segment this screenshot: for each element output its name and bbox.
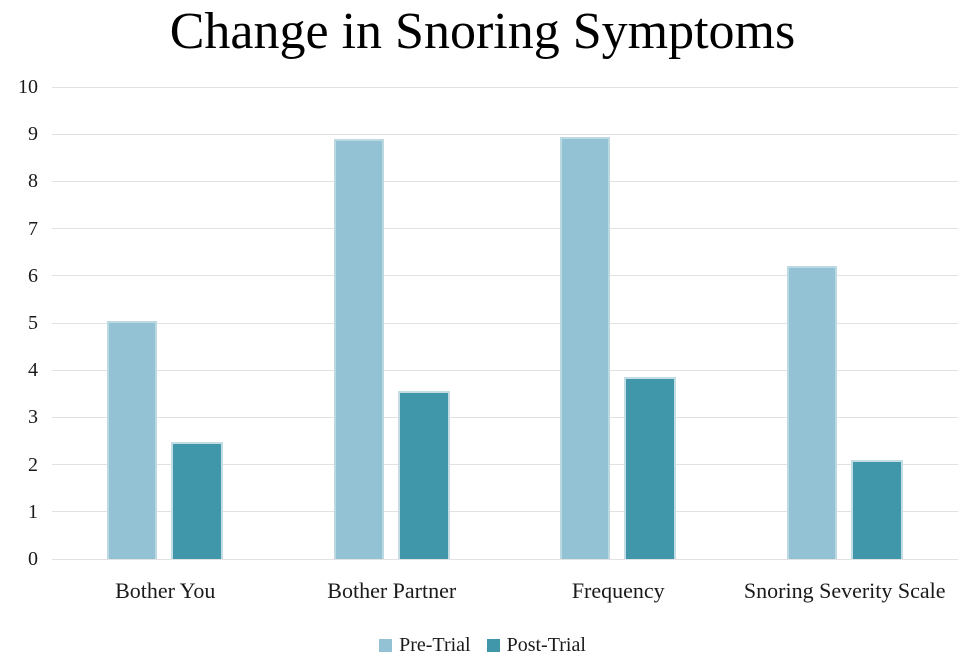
x-axis-category-label: Bother Partner	[327, 578, 457, 603]
legend-swatch-pre-trial	[379, 638, 393, 652]
chart-title: Change in Snoring Symptoms	[169, 3, 796, 60]
bar-post-trial	[397, 391, 450, 559]
gridline	[52, 86, 958, 88]
gridline	[52, 322, 958, 324]
y-axis-tick-label: 2	[28, 453, 38, 476]
legend-swatch-post-trial	[486, 638, 500, 652]
bar-group	[52, 87, 279, 559]
y-axis-tick-label: 0	[28, 548, 38, 570]
bar-pre-trial	[560, 136, 611, 559]
y-axis-tick-label: 4	[28, 359, 38, 382]
legend: Pre-Trial Post-Trial	[0, 634, 965, 656]
bar-pre-trial	[107, 320, 158, 559]
y-axis-tick-label: 3	[28, 406, 38, 429]
y-axis-tick-label: 9	[28, 123, 38, 146]
y-axis-tick-label: 6	[28, 264, 38, 287]
legend-label: Post-Trial	[506, 634, 586, 656]
y-axis: 0 1 2 3 4 5 6 7 8 9 10	[0, 77, 38, 569]
bar-group	[505, 87, 732, 559]
bar-pre-trial	[333, 138, 384, 559]
bar-post-trial	[171, 441, 224, 559]
bar-groups	[52, 87, 958, 559]
gridline	[52, 133, 958, 135]
x-axis-category-label: Bother You	[115, 578, 216, 603]
plot-area	[52, 86, 958, 560]
y-axis-tick-label: 1	[28, 500, 38, 523]
bar-group	[732, 87, 959, 559]
bar-post-trial	[850, 459, 903, 559]
gridline	[52, 180, 958, 182]
x-axis-category-label: Frequency	[571, 578, 665, 603]
bar-group	[279, 87, 506, 559]
y-axis-tick-label: 7	[28, 217, 38, 240]
gridline	[52, 558, 958, 560]
gridline	[52, 511, 958, 513]
y-axis-tick-label: 10	[18, 76, 38, 98]
gridline	[52, 228, 958, 230]
gridline	[52, 369, 958, 371]
y-axis-tick-label: 5	[28, 312, 38, 334]
bar-post-trial	[624, 377, 677, 559]
x-axis-category-labels: Bother You Bother Partner Frequency Snoring…	[52, 578, 958, 604]
bar-pre-trial	[786, 266, 837, 559]
y-axis-tick-label: 8	[28, 170, 38, 193]
legend-label: Pre-Trial	[399, 634, 471, 656]
legend-item-post-trial: Post-Trial	[486, 634, 586, 656]
gridline	[52, 416, 958, 418]
gridline	[52, 275, 958, 277]
x-axis-category-label: Snoring Severity Scale	[743, 578, 946, 603]
legend-item-pre-trial: Pre-Trial	[379, 634, 471, 656]
gridline	[52, 464, 958, 466]
